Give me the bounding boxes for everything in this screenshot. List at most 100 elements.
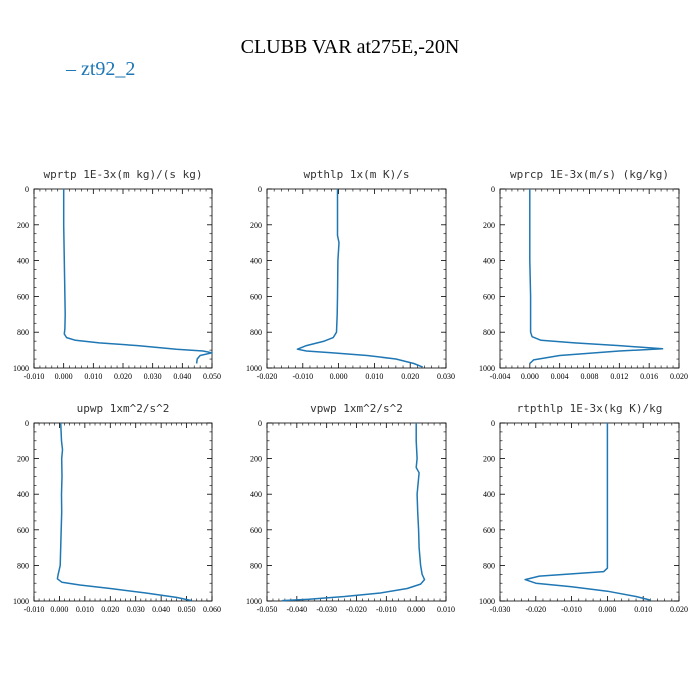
x-tick-label: 0.040	[152, 605, 170, 614]
figure-title: CLUBB VAR at275E,-20N	[240, 36, 460, 58]
x-tick-label: 0.004	[551, 372, 569, 381]
plot-frame	[33, 422, 213, 602]
x-tick-label: -0.010	[24, 372, 45, 381]
chart-panel-5: vpwp 1xm^2/s^2 -0.050 -0.040 -0.030 -0.020 -0…	[246, 402, 455, 614]
x-tick-label: -0.030	[490, 605, 511, 614]
x-tick-label: 0.030	[127, 605, 145, 614]
y-tick-label: 400	[17, 490, 29, 499]
x-tick-label: 0.010	[365, 372, 383, 381]
chart-panel-4: upwp 1xm^2/s^2 -0.010 0.000 0.010 0.020 0.030…	[13, 402, 221, 614]
x-tick-label: 0.060	[203, 605, 221, 614]
y-tick-label: 0	[258, 419, 262, 428]
y-tick-label: 800	[483, 328, 495, 337]
panel-title: vpwp 1xm^2/s^2	[310, 402, 403, 415]
plot-frame	[499, 188, 680, 369]
y-tick-label: 200	[17, 455, 29, 464]
y-tick-label: 800	[483, 561, 495, 570]
x-tick-label: 0.030	[144, 372, 162, 381]
y-tick-label: 800	[17, 328, 29, 337]
y-tick-label: 800	[250, 561, 262, 570]
series-line	[296, 189, 423, 368]
x-tick-label: -0.010	[376, 605, 397, 614]
y-tick-label: 1000	[13, 597, 29, 606]
y-tick-label: 400	[483, 490, 495, 499]
panel-title: wpthlp 1x(m K)/s	[304, 168, 410, 181]
y-tick-label: 200	[17, 221, 29, 230]
x-tick-label: -0.050	[257, 605, 278, 614]
chart-panel-6: rtpthlp 1E-3x(kg K)/kg -0.030 -0.020 -0.010…	[479, 402, 688, 614]
y-tick-label: 0	[491, 419, 495, 428]
series-line	[62, 189, 213, 364]
x-tick-label: 0.010	[437, 605, 455, 614]
x-tick-label: 0.030	[437, 372, 455, 381]
x-tick-label: 0.000	[50, 605, 68, 614]
x-tick-label: 0.050	[178, 605, 196, 614]
panel-title: upwp 1xm^2/s^2	[77, 402, 170, 415]
y-tick-label: 200	[250, 221, 262, 230]
legend: – zt92_2	[66, 58, 135, 81]
y-tick-label: 600	[17, 292, 29, 301]
x-tick-label: 0.010	[84, 372, 102, 381]
x-tick-label: 0.000	[598, 605, 616, 614]
x-tick-label: 0.040	[173, 372, 191, 381]
y-tick-label: 600	[250, 526, 262, 535]
chart-panel-1: wprtp 1E-3x(m kg)/(s kg) -0.010 0.000 0.010…	[13, 168, 221, 381]
y-tick-label: 600	[17, 526, 29, 535]
plot-frame	[266, 188, 447, 369]
y-tick-label: 200	[250, 455, 262, 464]
y-tick-label: 0	[25, 185, 29, 194]
y-tick-label: 400	[250, 490, 262, 499]
x-tick-label: 0.020	[670, 372, 688, 381]
y-tick-label: 0	[491, 185, 495, 194]
x-tick-label: -0.020	[525, 605, 546, 614]
plot-frame	[499, 422, 680, 602]
y-tick-label: 800	[17, 561, 29, 570]
series-line	[56, 422, 192, 602]
panel-title: wprtp 1E-3x(m kg)/(s kg)	[44, 168, 203, 181]
x-tick-label: 0.020	[101, 605, 119, 614]
x-tick-label: 0.020	[401, 372, 419, 381]
y-tick-label: 0	[258, 185, 262, 194]
x-tick-label: -0.030	[316, 605, 337, 614]
y-tick-label: 400	[483, 257, 495, 266]
x-tick-label: -0.004	[490, 372, 511, 381]
legend-line-icon: –	[66, 58, 76, 80]
panel-title: rtpthlp 1E-3x(kg K)/kg	[517, 402, 663, 415]
x-tick-label: 0.050	[203, 372, 221, 381]
y-tick-label: 1000	[479, 364, 495, 373]
x-tick-label: -0.010	[292, 372, 313, 381]
series-line	[281, 423, 426, 602]
y-tick-label: 400	[250, 257, 262, 266]
y-tick-label: 1000	[479, 597, 495, 606]
x-tick-label: 0.000	[407, 605, 425, 614]
plot-frame	[266, 422, 447, 602]
x-tick-label: -0.020	[257, 372, 278, 381]
y-tick-label: 1000	[246, 597, 262, 606]
x-tick-label: -0.010	[24, 605, 45, 614]
y-tick-label: 200	[483, 221, 495, 230]
y-tick-label: 600	[483, 292, 495, 301]
x-tick-label: -0.010	[561, 605, 582, 614]
x-tick-label: 0.016	[640, 372, 658, 381]
series-line	[529, 189, 664, 365]
y-tick-label: 1000	[13, 364, 29, 373]
y-tick-label: 600	[483, 526, 495, 535]
x-tick-label: -0.040	[286, 605, 307, 614]
series-line	[524, 423, 651, 601]
x-tick-label: 0.020	[114, 372, 132, 381]
x-tick-label: 0.000	[521, 372, 539, 381]
x-tick-label: 0.000	[55, 372, 73, 381]
y-tick-label: 600	[250, 292, 262, 301]
y-tick-label: 1000	[246, 364, 262, 373]
x-tick-label: 0.000	[330, 372, 348, 381]
x-tick-label: 0.020	[670, 605, 688, 614]
x-tick-label: 0.010	[76, 605, 94, 614]
x-tick-label: 0.010	[634, 605, 652, 614]
chart-panel-2: wpthlp 1x(m K)/s -0.020 -0.010 0.000 0.010 0.…	[246, 168, 455, 381]
y-tick-label: 400	[17, 257, 29, 266]
plot-frame	[33, 188, 213, 369]
panel-title: wprcp 1E-3x(m/s) (kg/kg)	[510, 168, 669, 181]
chart-panel-3: wprcp 1E-3x(m/s) (kg/kg) -0.004 0.000 0.004…	[479, 168, 688, 381]
